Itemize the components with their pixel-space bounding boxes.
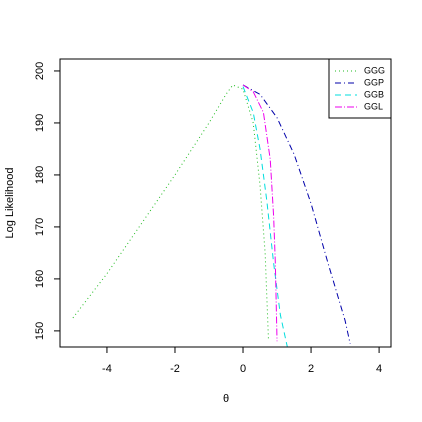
x-tick-label: 2 — [308, 363, 314, 375]
y-tick-label: 170 — [34, 218, 46, 236]
x-tick-label: 4 — [376, 363, 382, 375]
legend-label: GGL — [364, 101, 383, 111]
y-tick-label: 190 — [34, 114, 46, 132]
y-tick-label: 150 — [34, 322, 46, 340]
x-tick-label: 0 — [240, 363, 246, 375]
x-tick-label: -4 — [102, 363, 112, 375]
x-tick-label: -2 — [170, 363, 180, 375]
y-tick-label: 160 — [34, 270, 46, 288]
y-tick-label: 180 — [34, 166, 46, 184]
y-tick-label: 200 — [34, 62, 46, 80]
legend-label: GGG — [364, 65, 385, 75]
series-line — [242, 86, 288, 347]
series-line — [242, 84, 351, 344]
legend-label: GGB — [364, 89, 384, 99]
legend-box — [328, 58, 392, 119]
legend-label: GGP — [364, 77, 384, 87]
plot-frame — [59, 58, 392, 348]
series-line — [242, 84, 278, 342]
x-axis-label: θ — [223, 393, 229, 405]
y-axis-label: Log Likelihood — [4, 168, 16, 239]
series-line — [72, 84, 270, 342]
